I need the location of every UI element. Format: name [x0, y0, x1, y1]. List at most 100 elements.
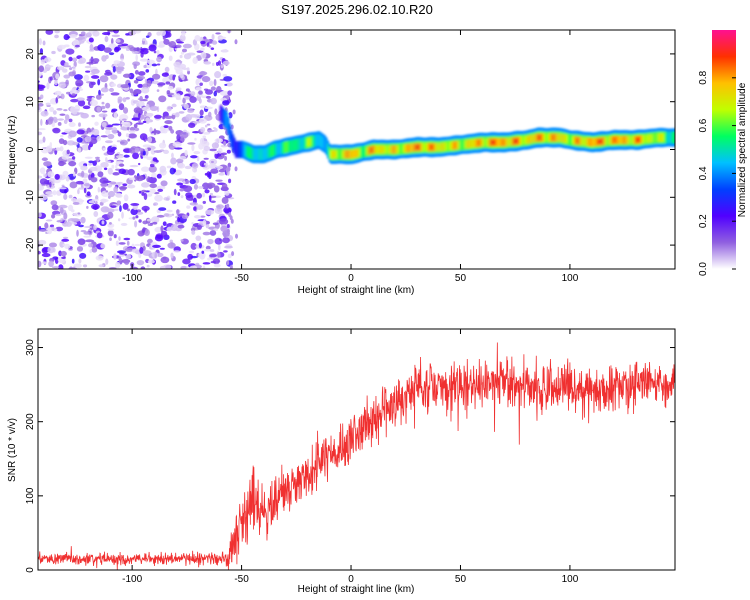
- noise-speckle: [213, 263, 221, 268]
- ridge-segment: [397, 147, 400, 152]
- noise-speckle: [135, 54, 138, 62]
- noise-speckle: [171, 103, 177, 108]
- noise-speckle: [159, 142, 167, 149]
- ridge-segment: [224, 112, 227, 125]
- noise-speckle: [200, 40, 206, 45]
- ridge-segment: [326, 145, 330, 154]
- noise-speckle: [68, 161, 77, 167]
- ridge-segment: [291, 141, 294, 150]
- ridge-segment: [662, 135, 665, 140]
- noise-speckle: [163, 38, 170, 45]
- noise-speckle: [213, 228, 219, 232]
- noise-speckle: [73, 90, 80, 94]
- ridge-segment: [523, 136, 526, 145]
- noise-speckle: [60, 250, 67, 257]
- noise-speckle: [209, 192, 214, 196]
- ridge-segment: [411, 145, 414, 150]
- noise-speckle: [90, 68, 100, 74]
- noise-speckle: [170, 252, 174, 259]
- x-tick-label: 50: [455, 574, 467, 585]
- noise-speckle: [203, 145, 211, 152]
- ridge-segment: [244, 146, 247, 155]
- noise-speckle: [121, 211, 124, 219]
- ridge-segment: [405, 146, 408, 151]
- noise-speckle: [99, 177, 109, 184]
- noise-speckle: [71, 108, 78, 115]
- ridge-segment: [622, 137, 625, 143]
- ridge-segment: [631, 137, 635, 143]
- noise-speckle: [76, 246, 84, 252]
- ridge-segment: [360, 148, 363, 157]
- noise-speckle: [196, 224, 203, 230]
- ridge-segment: [267, 148, 270, 157]
- noise-speckle: [211, 160, 214, 164]
- noise-speckle: [128, 130, 136, 133]
- noise-speckle: [139, 95, 143, 102]
- noise-speckle: [106, 149, 115, 156]
- noise-speckle: [214, 53, 217, 57]
- ridge-segment: [254, 148, 258, 161]
- noise-speckle: [80, 112, 89, 119]
- noise-speckle: [194, 35, 201, 42]
- noise-speckle: [63, 74, 71, 79]
- ridge-segment: [555, 135, 558, 140]
- noise-speckle: [49, 181, 52, 188]
- noise-speckle: [88, 160, 94, 164]
- ridge-segment: [610, 138, 613, 143]
- noise-speckle: [109, 87, 114, 93]
- ridge-segment: [659, 135, 662, 140]
- noise-speckle: [156, 252, 164, 258]
- noise-speckle: [61, 184, 65, 188]
- noise-speckle: [170, 129, 175, 134]
- ridge-segment: [300, 139, 304, 148]
- ridge-segment: [262, 150, 265, 159]
- noise-speckle: [210, 97, 217, 105]
- noise-speckle: [55, 97, 59, 104]
- x-tick-label: 100: [562, 273, 579, 284]
- noise-speckle: [227, 253, 232, 259]
- ridge-segment: [561, 135, 564, 141]
- noise-speckle: [122, 203, 129, 210]
- noise-speckle: [199, 82, 203, 86]
- noise-speckle: [38, 84, 46, 90]
- ridge-segment: [328, 148, 331, 157]
- noise-speckle: [95, 200, 98, 205]
- spectrogram-ridge: [219, 105, 675, 165]
- noise-speckle: [112, 65, 116, 73]
- noise-speckle: [113, 208, 119, 211]
- snr-y-axis: 0 100 200 300: [25, 339, 675, 573]
- noise-speckle: [191, 162, 199, 169]
- ridge-segment: [628, 137, 631, 143]
- noise-speckle: [182, 43, 192, 49]
- ridge-segment: [483, 140, 486, 145]
- noise-speckle: [162, 35, 166, 40]
- noise-speckle: [168, 40, 177, 48]
- noise-speckle: [118, 256, 122, 262]
- noise-speckle: [59, 162, 67, 165]
- noise-speckle: [80, 216, 86, 224]
- ridge-segment: [544, 135, 547, 140]
- noise-speckle: [193, 215, 202, 219]
- noise-speckle: [208, 45, 212, 48]
- noise-speckle: [63, 119, 68, 124]
- noise-speckle: [39, 48, 44, 55]
- noise-speckle: [54, 173, 60, 180]
- noise-speckle: [211, 40, 218, 45]
- noise-speckle: [146, 264, 150, 268]
- ridge-segment: [402, 144, 405, 153]
- noise-speckle: [171, 152, 174, 159]
- ridge-segment: [443, 144, 446, 149]
- noise-speckle: [166, 105, 172, 112]
- noise-speckle: [63, 193, 68, 200]
- noise-speckle: [175, 112, 180, 118]
- ridge-segment: [641, 137, 644, 142]
- noise-speckle: [65, 175, 70, 182]
- noise-speckle: [144, 94, 149, 99]
- noise-speckle: [129, 126, 136, 132]
- noise-speckle: [146, 156, 155, 161]
- noise-speckle: [167, 85, 174, 90]
- ridge-segment: [319, 136, 322, 145]
- noise-speckle: [127, 133, 137, 139]
- noise-speckle: [105, 129, 111, 135]
- noise-speckle: [199, 215, 206, 218]
